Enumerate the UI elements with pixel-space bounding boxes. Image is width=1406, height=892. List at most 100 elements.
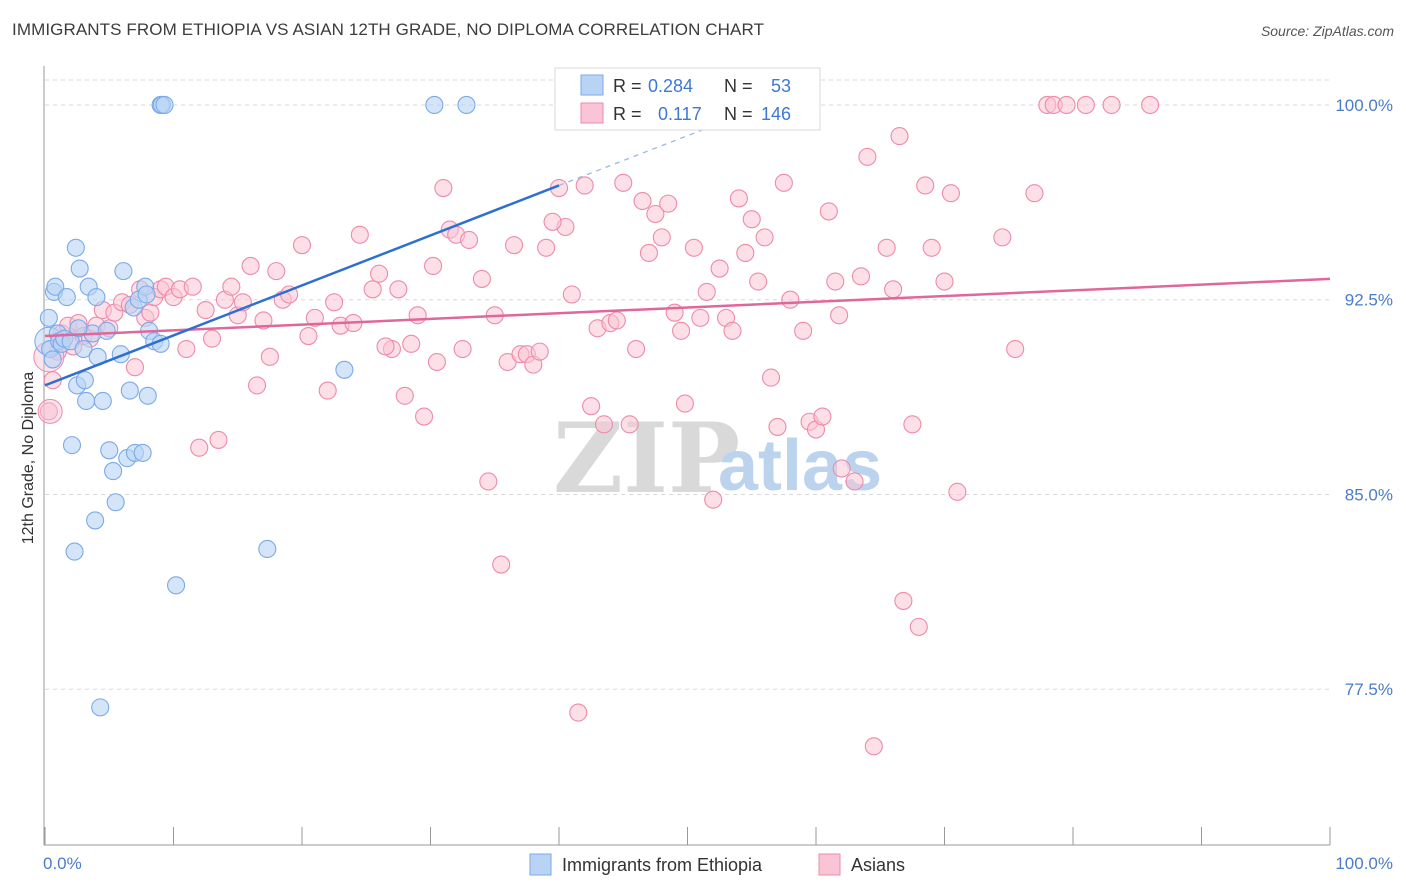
asians-point bbox=[864, 737, 883, 756]
ethiopia-point bbox=[155, 95, 174, 114]
ethiopia-point bbox=[57, 288, 76, 307]
asians-trend-line bbox=[44, 277, 1331, 338]
asians-point bbox=[830, 306, 849, 325]
asians-point bbox=[408, 306, 427, 325]
asians-point bbox=[125, 358, 144, 377]
stats-legend: R = 0.284 N = 53 R = 0.117 N = 146 bbox=[554, 67, 821, 131]
asians-point bbox=[903, 415, 922, 434]
asians-point bbox=[424, 256, 443, 275]
asians-point bbox=[672, 321, 691, 340]
asians-point bbox=[370, 264, 389, 283]
asians-point bbox=[761, 368, 781, 387]
ethiopia-trend-extension bbox=[558, 125, 714, 187]
asians-point bbox=[620, 415, 639, 434]
asians-point bbox=[1006, 339, 1025, 359]
ethiopia-point bbox=[43, 350, 62, 369]
legend-n-value-asians: 146 bbox=[761, 104, 791, 124]
asians-point bbox=[659, 194, 678, 213]
ethiopia-point bbox=[93, 391, 112, 411]
asians-point bbox=[813, 407, 832, 426]
asians-point bbox=[292, 236, 312, 255]
source-credit: Source: ZipAtlas.com bbox=[1260, 23, 1394, 39]
ethiopia-point bbox=[335, 360, 354, 379]
asians-point bbox=[884, 280, 903, 299]
ethiopia-point bbox=[258, 539, 277, 559]
asians-point bbox=[395, 386, 414, 405]
asians-point bbox=[318, 381, 337, 400]
asians-point bbox=[37, 398, 63, 424]
asians-point bbox=[916, 176, 935, 195]
asians-point bbox=[832, 459, 851, 478]
asians-point bbox=[1076, 95, 1095, 114]
asians-point bbox=[614, 173, 633, 192]
asians-point bbox=[196, 301, 215, 320]
asians-point bbox=[492, 555, 511, 574]
asians-point bbox=[684, 238, 703, 257]
ethiopia-trend-line bbox=[44, 184, 560, 387]
asians-point bbox=[222, 277, 241, 296]
ethiopia-point bbox=[120, 381, 139, 400]
asians-point bbox=[376, 337, 395, 356]
asians-point bbox=[941, 184, 960, 203]
y-tick-label: 92.5% bbox=[1345, 291, 1393, 310]
series-legend-swatch-asians bbox=[818, 853, 841, 876]
asians-point bbox=[453, 339, 472, 359]
ethiopia-point bbox=[86, 511, 105, 530]
asians-point bbox=[209, 430, 228, 449]
y-axis-label: 12th Grade, No Diploma bbox=[20, 372, 37, 545]
asians-point bbox=[350, 225, 369, 244]
ethiopia-point bbox=[66, 238, 85, 257]
asians-point bbox=[819, 202, 838, 221]
asians-point bbox=[697, 282, 716, 301]
asians-point bbox=[729, 189, 748, 208]
ethiopia-point bbox=[87, 288, 106, 307]
asians-point bbox=[948, 482, 967, 501]
asians-points bbox=[33, 95, 1160, 756]
asians-point bbox=[472, 269, 491, 288]
asians-point bbox=[203, 329, 222, 348]
asians-point bbox=[537, 238, 556, 257]
x-tick-label-max: 100.0% bbox=[1335, 854, 1393, 873]
ethiopia-point bbox=[133, 443, 152, 462]
legend-r-value-asians: 0.117 bbox=[658, 104, 702, 124]
ethiopia-point bbox=[457, 95, 476, 114]
asians-point bbox=[363, 280, 382, 299]
asians-point bbox=[530, 342, 549, 361]
asians-point bbox=[402, 334, 421, 353]
asians-point bbox=[543, 212, 562, 231]
asians-point bbox=[190, 438, 209, 457]
asians-point bbox=[768, 417, 787, 436]
asians-point bbox=[774, 173, 793, 192]
asians-point bbox=[710, 259, 729, 278]
asians-point bbox=[434, 178, 453, 198]
asians-point bbox=[794, 321, 813, 340]
ethiopia-point bbox=[114, 262, 133, 281]
ethiopia-point bbox=[70, 259, 89, 278]
axes bbox=[43, 66, 1331, 846]
asians-point bbox=[562, 285, 581, 304]
asians-point bbox=[183, 277, 202, 296]
asians-point bbox=[742, 210, 761, 229]
asians-point bbox=[646, 204, 665, 224]
ethiopia-point bbox=[425, 95, 444, 114]
asians-point bbox=[736, 243, 755, 263]
asians-point bbox=[652, 228, 671, 247]
asians-point bbox=[389, 280, 408, 299]
legend-n-label: N = bbox=[724, 104, 753, 124]
asians-point bbox=[177, 339, 196, 359]
asians-point bbox=[39, 402, 58, 421]
asians-point bbox=[607, 311, 626, 330]
series-legend-swatch-ethiopia bbox=[529, 853, 552, 876]
y-tick-label: 85.0% bbox=[1345, 485, 1393, 504]
asians-point bbox=[639, 243, 659, 263]
asians-point bbox=[935, 272, 954, 291]
ethiopia-point bbox=[69, 319, 88, 338]
ethiopia-point bbox=[100, 441, 119, 460]
ethiopia-point bbox=[62, 436, 82, 455]
asians-point bbox=[241, 256, 260, 275]
asians-point bbox=[427, 352, 446, 372]
asians-point bbox=[993, 228, 1012, 247]
y-tick-label: 100.0% bbox=[1335, 96, 1393, 115]
series-legend: Immigrants from Ethiopia Asians bbox=[529, 853, 905, 876]
